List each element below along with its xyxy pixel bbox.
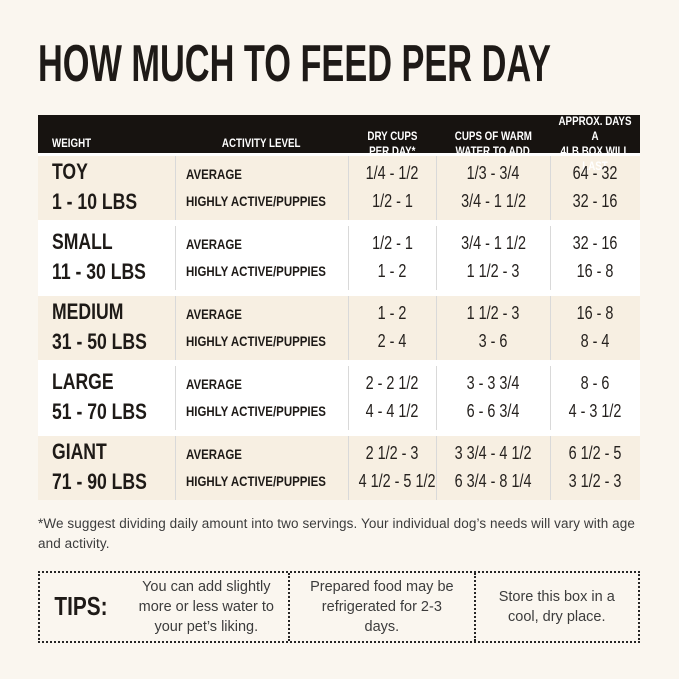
days-avg-value: 32 - 16	[573, 233, 618, 253]
tips-section-storage: Store this box in a cool, dry place.	[473, 572, 638, 641]
activity-cell: AVERAGE HIGHLY ACTIVE/PUPPIES	[175, 366, 348, 430]
tips-section-water: TIPS: You can add slightly more or less …	[40, 573, 288, 641]
days-high-value: 3 1/2 - 3	[569, 471, 622, 491]
tips-section-refrigerate: Prepared food may be refrigerated for 2-…	[288, 572, 473, 641]
warm-water-cell: 1 1/2 - 3 3 - 6	[436, 296, 550, 360]
table-row-small: SMALL 11 - 30 LBS AVERAGE HIGHLY ACTIVE/…	[38, 226, 640, 290]
weight-size: SMALL	[52, 229, 113, 254]
tips-box: TIPS: You can add slightly more or less …	[38, 570, 640, 643]
water-high-value: 1 1/2 - 3	[467, 261, 520, 281]
weight-range: 71 - 90 LBS	[52, 469, 147, 494]
days-avg-value: 16 - 8	[577, 303, 614, 323]
days-last-cell: 64 - 32 32 - 16	[550, 156, 640, 220]
weight-size: LARGE	[52, 369, 114, 394]
dry-high-value: 1 - 2	[378, 261, 407, 281]
activity-average-label: AVERAGE	[186, 166, 242, 182]
activity-high-label: HIGHLY ACTIVE/PUPPIES	[186, 473, 326, 489]
water-high-value: 6 3/4 - 8 1/4	[455, 471, 532, 491]
water-avg-value: 1 1/2 - 3	[467, 303, 520, 323]
dry-avg-value: 1 - 2	[378, 303, 407, 323]
weight-range: 51 - 70 LBS	[52, 399, 147, 424]
dry-cups-cell: 2 - 2 1/2 4 - 4 1/2	[348, 366, 436, 430]
dry-high-value: 1/2 - 1	[372, 191, 413, 211]
weight-cell: MEDIUM 31 - 50 LBS	[38, 296, 175, 360]
activity-average-label: AVERAGE	[186, 446, 242, 462]
warm-water-cell: 3 3/4 - 4 1/2 6 3/4 - 8 1/4	[436, 436, 550, 500]
water-avg-value: 3 3/4 - 4 1/2	[455, 443, 532, 463]
water-avg-value: 3 - 3 3/4	[467, 373, 520, 393]
table-row-large: LARGE 51 - 70 LBS AVERAGE HIGHLY ACTIVE/…	[38, 366, 640, 430]
warm-water-cell: 3/4 - 1 1/2 1 1/2 - 3	[436, 226, 550, 290]
weight-range: 1 - 10 LBS	[52, 189, 138, 214]
water-avg-value: 3/4 - 1 1/2	[461, 233, 526, 253]
dry-avg-value: 2 - 2 1/2	[366, 373, 419, 393]
dry-high-value: 4 - 4 1/2	[366, 401, 419, 421]
days-last-cell: 6 1/2 - 5 3 1/2 - 3	[550, 436, 640, 500]
dry-cups-cell: 1/2 - 1 1 - 2	[348, 226, 436, 290]
days-high-value: 16 - 8	[577, 261, 614, 281]
dry-cups-cell: 2 1/2 - 3 4 1/2 - 5 1/2	[348, 436, 436, 500]
weight-size: GIANT	[52, 439, 107, 464]
col-header-weight: WEIGHT	[52, 138, 92, 151]
dry-avg-value: 1/4 - 1/2	[366, 163, 419, 183]
serving-footnote: *We suggest dividing daily amount into t…	[38, 516, 635, 552]
page-title: HOW MUCH TO FEED PER DAY	[38, 35, 551, 93]
col-header-dry-cups: DRY CUPS PER DAY*	[367, 130, 417, 158]
weight-range: 11 - 30 LBS	[52, 259, 146, 284]
days-last-cell: 8 - 6 4 - 3 1/2	[550, 366, 640, 430]
water-high-value: 3 - 6	[479, 331, 508, 351]
dry-cups-cell: 1/4 - 1/2 1/2 - 1	[348, 156, 436, 220]
dry-high-value: 4 1/2 - 5 1/2	[358, 471, 436, 491]
activity-cell: AVERAGE HIGHLY ACTIVE/PUPPIES	[175, 436, 348, 500]
days-high-value: 32 - 16	[573, 191, 618, 211]
weight-cell: TOY 1 - 10 LBS	[38, 156, 175, 220]
warm-water-cell: 1/3 - 3/4 3/4 - 1 1/2	[436, 156, 550, 220]
tips-label: TIPS:	[54, 590, 108, 621]
warm-water-cell: 3 - 3 3/4 6 - 6 3/4	[436, 366, 550, 430]
table-row-toy: TOY 1 - 10 LBS AVERAGE HIGHLY ACTIVE/PUP…	[38, 156, 640, 220]
activity-average-label: AVERAGE	[186, 376, 242, 392]
activity-average-label: AVERAGE	[186, 236, 242, 252]
table-header-row: WEIGHT ACTIVITY LEVEL DRY CUPS PER DAY* C…	[38, 115, 640, 173]
weight-cell: GIANT 71 - 90 LBS	[38, 436, 175, 500]
days-last-cell: 16 - 8 8 - 4	[550, 296, 640, 360]
col-header-activity: ACTIVITY LEVEL	[222, 138, 301, 151]
dry-high-value: 2 - 4	[378, 331, 407, 351]
dry-avg-value: 1/2 - 1	[372, 233, 413, 253]
activity-cell: AVERAGE HIGHLY ACTIVE/PUPPIES	[175, 296, 348, 360]
water-avg-value: 1/3 - 3/4	[467, 163, 520, 183]
weight-size: MEDIUM	[52, 299, 124, 324]
weight-range: 31 - 50 LBS	[52, 329, 147, 354]
activity-cell: AVERAGE HIGHLY ACTIVE/PUPPIES	[175, 226, 348, 290]
table-row-giant: GIANT 71 - 90 LBS AVERAGE HIGHLY ACTIVE/…	[38, 436, 640, 500]
days-avg-value: 6 1/2 - 5	[569, 443, 622, 463]
days-last-cell: 32 - 16 16 - 8	[550, 226, 640, 290]
activity-high-label: HIGHLY ACTIVE/PUPPIES	[186, 403, 326, 419]
tip-storage: Store this box in a cool, dry place.	[498, 588, 615, 625]
page-header: HOW MUCH TO FEED PER DAY 4 LB BOX = 16 L…	[38, 36, 640, 102]
weight-size: TOY	[52, 159, 88, 184]
weight-cell: LARGE 51 - 70 LBS	[38, 366, 175, 430]
activity-high-label: HIGHLY ACTIVE/PUPPIES	[186, 263, 326, 279]
water-high-value: 3/4 - 1 1/2	[461, 191, 526, 211]
tip-refrigerate: Prepared food may be refrigerated for 2-…	[310, 578, 454, 635]
activity-average-label: AVERAGE	[186, 306, 242, 322]
water-high-value: 6 - 6 3/4	[467, 401, 520, 421]
table-row-medium: MEDIUM 31 - 50 LBS AVERAGE HIGHLY ACTIVE…	[38, 296, 640, 360]
activity-high-label: HIGHLY ACTIVE/PUPPIES	[186, 333, 326, 349]
weight-cell: SMALL 11 - 30 LBS	[38, 226, 175, 290]
days-high-value: 4 - 3 1/2	[569, 401, 622, 421]
dry-avg-value: 2 1/2 - 3	[366, 443, 419, 463]
activity-cell: AVERAGE HIGHLY ACTIVE/PUPPIES	[175, 156, 348, 220]
tip-water-amount: You can add slightly more or less water …	[138, 578, 274, 635]
days-avg-value: 8 - 6	[581, 373, 610, 393]
col-header-warm-water: CUPS OF WARM WATER TO ADD	[454, 130, 532, 158]
col-header-days-last: APPROX. DAYS A 4LB BOX WILL LAST	[558, 116, 632, 173]
activity-high-label: HIGHLY ACTIVE/PUPPIES	[186, 193, 326, 209]
dry-cups-cell: 1 - 2 2 - 4	[348, 296, 436, 360]
feeding-table: WEIGHT ACTIVITY LEVEL DRY CUPS PER DAY* C…	[38, 115, 640, 500]
days-avg-value: 64 - 32	[573, 163, 618, 183]
days-high-value: 8 - 4	[581, 331, 610, 351]
feeding-guide-page: HOW MUCH TO FEED PER DAY 4 LB BOX = 16 L…	[38, 36, 640, 643]
